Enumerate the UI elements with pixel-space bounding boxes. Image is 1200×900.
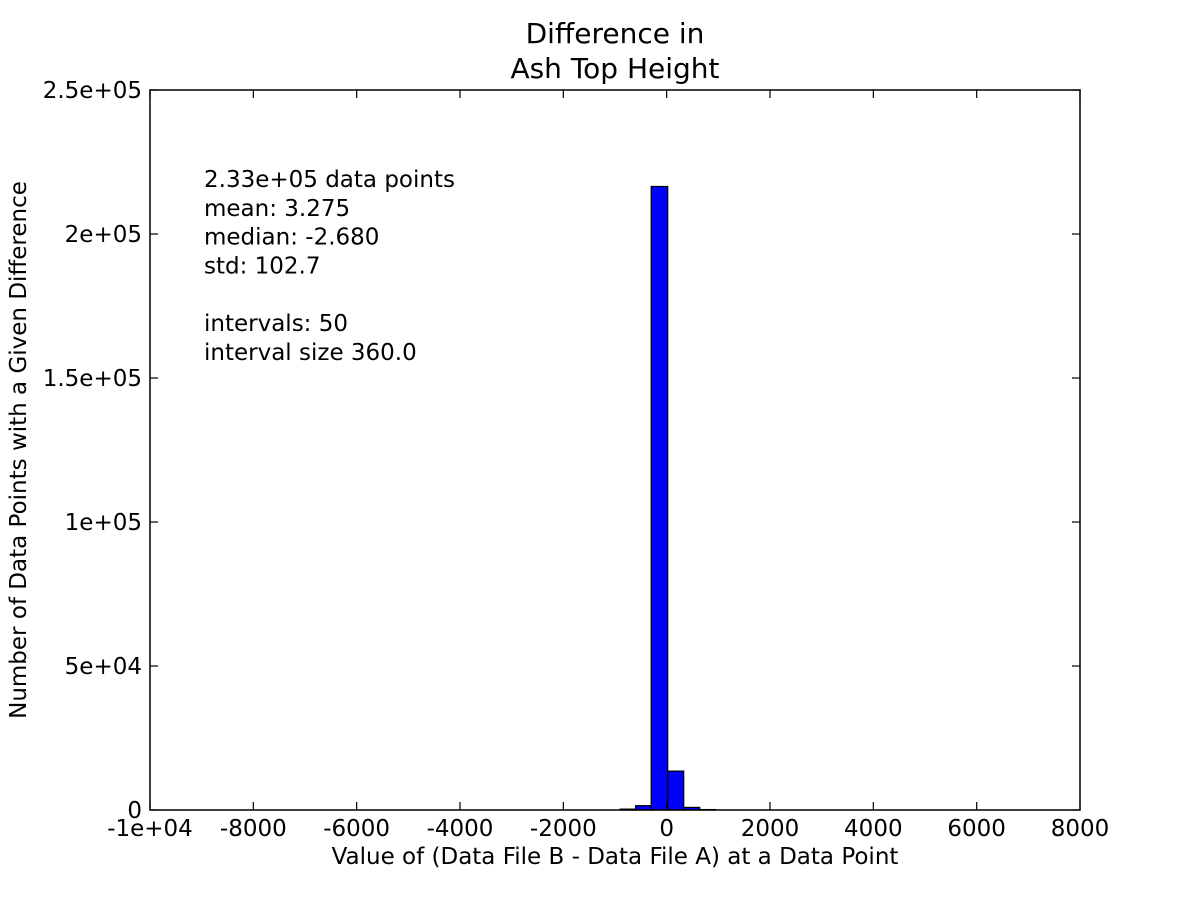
y-tick-label: 0 — [127, 798, 142, 824]
stats-annotation-line: interval size 360.0 — [204, 340, 417, 366]
y-tick-label: 2.5e+05 — [43, 78, 142, 104]
histogram-bars — [619, 185, 717, 811]
stats-annotation-line: 2.33e+05 data points — [204, 167, 455, 193]
x-tick-label: -8000 — [220, 816, 287, 842]
y-tick-label: 2e+05 — [65, 222, 142, 248]
y-tick-label: 1e+05 — [65, 510, 142, 536]
y-axis-label: Number of Data Points with a Given Diffe… — [6, 181, 32, 719]
chart-title-line: Difference in — [526, 17, 705, 50]
x-tick-label: -2000 — [530, 816, 597, 842]
x-tick-label: 4000 — [844, 816, 903, 842]
x-tick-label: -1e+04 — [107, 816, 193, 842]
y-tick-label: 5e+04 — [65, 654, 142, 680]
stats-annotation: 2.33e+05 data points mean: 3.275 median: -… — [204, 167, 455, 366]
x-tick-label: 2000 — [741, 816, 800, 842]
x-axis-ticks: -1e+04 -8000 -6000 -4000 -2000 0 2000 4000 6000 8… — [107, 90, 1109, 842]
y-tick-label: 1.5e+05 — [43, 366, 142, 392]
y-axis-ticks: 0 5e+04 1e+05 1.5e+05 2e+05 2.5e+05 — [43, 78, 1080, 824]
stats-annotation-line: median: -2.680 — [204, 225, 379, 251]
x-tick-label: 8000 — [1051, 816, 1110, 842]
histogram-bar — [667, 770, 685, 811]
chart-title-line: Ash Top Height — [510, 52, 719, 85]
x-tick-label: -4000 — [427, 816, 494, 842]
stats-annotation-line: std: 102.7 — [204, 253, 321, 279]
histogram-bar — [650, 185, 669, 811]
x-tick-label: 0 — [659, 816, 674, 842]
x-tick-label: -6000 — [323, 816, 390, 842]
plot-frame — [149, 89, 1081, 811]
stats-annotation-line: intervals: 50 — [204, 311, 348, 337]
stats-annotation-line: mean: 3.275 — [204, 196, 350, 222]
x-tick-label: 6000 — [947, 816, 1006, 842]
x-axis-label: Value of (Data File B - Data File A) at … — [332, 844, 899, 870]
